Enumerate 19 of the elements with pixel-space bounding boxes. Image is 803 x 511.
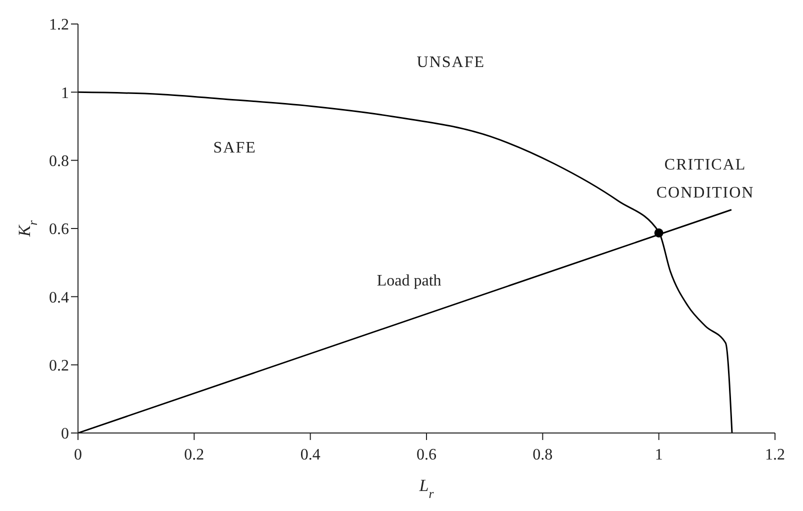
annotation: CRITICAL CONDITION	[656, 156, 754, 202]
y-tick-label: 0.4	[49, 289, 69, 306]
x-tick-label: 0	[74, 446, 82, 464]
x-tick-label: 0.8	[532, 446, 553, 464]
x-tick-label: 1	[654, 446, 663, 464]
y-tick-label: 0.8	[49, 153, 69, 170]
x-axis-title: L$_{r}$	[418, 476, 434, 501]
y-tick-label: 0.6	[49, 221, 69, 238]
x-tick-label: 0.4	[300, 446, 320, 464]
x-tick-label: 1.2	[765, 446, 785, 464]
annotation: SAFE	[213, 140, 256, 157]
x-tick-label: 0.2	[184, 446, 204, 464]
x-tick-label: 0.6	[416, 446, 436, 464]
y-tick-label: 1	[61, 84, 69, 102]
y-tick-label: 0	[61, 426, 69, 443]
y-tick-label: 0.2	[49, 358, 69, 375]
y-tick-label: 1.2	[49, 16, 69, 34]
annotation: Load path	[376, 272, 442, 290]
annotation: UNSAFE	[416, 54, 486, 71]
